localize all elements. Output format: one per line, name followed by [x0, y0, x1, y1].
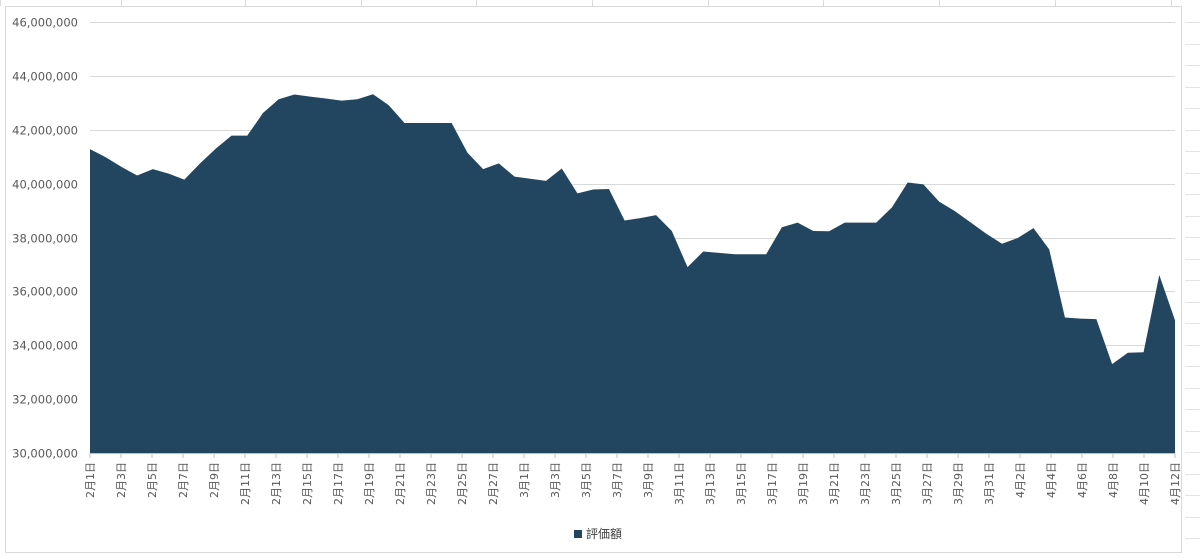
x-tick-label: 3月23日 — [859, 462, 872, 505]
x-tick-label: 3月9日 — [642, 462, 655, 498]
legend-label: 評価額 — [586, 526, 622, 541]
x-tick-label: 4月4日 — [1045, 462, 1058, 498]
x-tick-label: 2月21日 — [394, 462, 407, 505]
x-tick-label: 3月31日 — [983, 462, 996, 505]
x-tick-label: 4月8日 — [1107, 462, 1120, 498]
x-tick-label: 2月7日 — [177, 462, 190, 498]
x-tick-label: 2月25日 — [456, 462, 469, 505]
y-tick-label: 32,000,000 — [12, 393, 78, 407]
x-tick-label: 3月21日 — [828, 462, 841, 505]
legend[interactable]: 評価額 — [574, 526, 622, 541]
x-tick-label: 3月13日 — [704, 462, 717, 505]
x-tick-label: 2月9日 — [208, 462, 221, 498]
x-tick-label: 4月10日 — [1138, 462, 1151, 505]
y-tick-label: 40,000,000 — [12, 178, 78, 192]
x-tick-label: 4月6日 — [1076, 462, 1089, 498]
y-tick-label: 30,000,000 — [12, 447, 78, 461]
x-tick-label: 3月11日 — [673, 462, 686, 505]
x-tick-label: 3月15日 — [735, 462, 748, 505]
x-tick-label: 3月29日 — [952, 462, 965, 505]
x-tick-label: 2月19日 — [363, 462, 376, 505]
x-tick-label: 3月19日 — [797, 462, 810, 505]
x-tick-label: 3月1日 — [518, 462, 531, 498]
area-series — [90, 94, 1175, 453]
x-tick-label: 4月12日 — [1169, 462, 1182, 505]
x-tick-label: 2月23日 — [425, 462, 438, 505]
y-tick-label: 46,000,000 — [12, 16, 78, 30]
y-tick-label: 42,000,000 — [12, 124, 78, 138]
x-tick-label: 2月1日 — [84, 462, 97, 498]
x-tick-label: 3月17日 — [766, 462, 779, 505]
legend-swatch — [574, 530, 582, 538]
x-axis: 2月1日 2月3日 2月5日 2月7日 2月9日 2月11日 2月13日 2月15日 2月17日… — [84, 453, 1182, 505]
x-tick-label: 3月5日 — [580, 462, 593, 498]
x-tick-label: 2月3日 — [115, 462, 128, 498]
y-tick-label: 38,000,000 — [12, 232, 78, 246]
x-tick-label: 3月7日 — [611, 462, 624, 498]
x-tick-label: 2月13日 — [270, 462, 283, 505]
x-tick-label: 2月15日 — [301, 462, 314, 505]
x-tick-label: 2月11日 — [239, 462, 252, 505]
y-tick-label: 44,000,000 — [12, 70, 78, 84]
x-tick-label: 2月5日 — [146, 462, 159, 498]
x-tick-label: 3月25日 — [890, 462, 903, 505]
x-tick-label: 3月27日 — [921, 462, 934, 505]
x-tick-label: 2月17日 — [332, 462, 345, 505]
y-tick-label: 36,000,000 — [12, 285, 78, 299]
y-axis: 30,000,000 32,000,000 34,000,000 36,000,000… — [12, 16, 78, 461]
y-tick-label: 34,000,000 — [12, 339, 78, 353]
x-tick-label: 2月27日 — [487, 462, 500, 505]
x-tick-label: 4月2日 — [1014, 462, 1027, 498]
x-tick-label: 3月3日 — [549, 462, 562, 498]
area-series-fill[interactable] — [90, 94, 1175, 453]
